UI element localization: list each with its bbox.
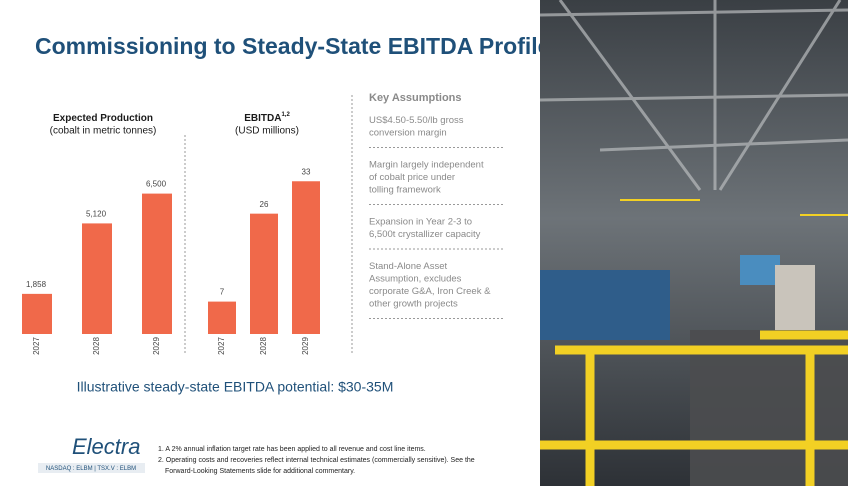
assumption: Expansion in Year 2-3 to 6,500t crystalli… [369, 216, 481, 240]
logo-name: Electra [72, 434, 140, 459]
x-tick-label: 2027 [217, 337, 226, 355]
chart-title-text: Expected Production [53, 113, 153, 124]
photo-equipment [775, 265, 815, 335]
bar [250, 213, 278, 334]
photo-equipment [540, 270, 670, 340]
x-tick-label: 2029 [152, 337, 161, 355]
x-tick-label: 2029 [301, 337, 310, 355]
chart-title-text: EBITDA [244, 113, 281, 124]
bar [208, 301, 236, 334]
charts: Expected Production (cobalt in metric ton… [22, 112, 320, 355]
value-label: 26 [260, 200, 269, 209]
title-note: 1,2 [281, 112, 290, 118]
chart-title: Expected Production [53, 113, 153, 124]
assumptions-heading: Key Assumptions [369, 92, 462, 104]
logo: Electra NASDAQ : ELBM | TSX.V : ELBM [38, 434, 145, 473]
assumptions: US$4.50-5.50/lb gross conversion margin Ma… [369, 115, 503, 319]
footnote: 1. A 2% annual inflation target rate has… [158, 446, 426, 453]
x-tick-label: 2028 [92, 337, 101, 355]
bar [292, 181, 320, 334]
x-tick-label: 2028 [259, 337, 268, 355]
photo-floor [690, 330, 848, 486]
value-label: 5,120 [86, 210, 107, 219]
chart-title: EBITDA1,2 [244, 112, 290, 124]
photo-equipment [740, 255, 780, 285]
footnote: Forward-Looking Statements slide for add… [165, 468, 355, 475]
bar [82, 223, 112, 334]
assumption: Stand-Alone Asset Assumption, excludes cor… [369, 261, 491, 310]
chart-subtitle: (cobalt in metric tonnes) [50, 126, 157, 137]
photo [539, 0, 848, 486]
logo-tickers: NASDAQ : ELBM | TSX.V : ELBM [46, 466, 136, 472]
x-tick-label: 2027 [32, 337, 41, 355]
chart-subtitle: (USD millions) [235, 126, 299, 137]
callout: Illustrative steady-state EBITDA potenti… [77, 379, 394, 395]
value-label: 33 [302, 167, 311, 176]
ticker-box [38, 463, 145, 473]
value-label: 1,858 [26, 280, 47, 289]
bar [142, 193, 172, 334]
assumption: Margin largely independent of cobalt pric… [369, 159, 484, 195]
slide-title: Commissioning to Steady-State EBITDA Pro… [35, 33, 550, 59]
footnote: 2. Operating costs and recoveries reflec… [158, 457, 475, 464]
bar [22, 293, 52, 334]
value-label: 6,500 [146, 180, 167, 189]
assumption: US$4.50-5.50/lb gross conversion margin [369, 115, 464, 139]
value-label: 7 [220, 288, 225, 297]
